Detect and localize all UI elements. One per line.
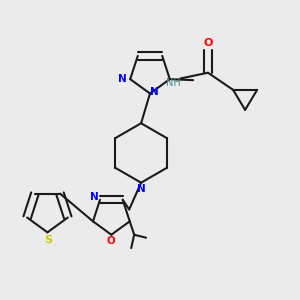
Text: N: N <box>150 87 159 97</box>
Text: S: S <box>44 235 52 245</box>
Text: NH: NH <box>167 78 181 88</box>
Text: N: N <box>118 74 127 84</box>
Text: N: N <box>90 192 98 202</box>
Text: N: N <box>137 184 146 194</box>
Text: O: O <box>107 236 116 246</box>
Text: O: O <box>203 38 213 48</box>
